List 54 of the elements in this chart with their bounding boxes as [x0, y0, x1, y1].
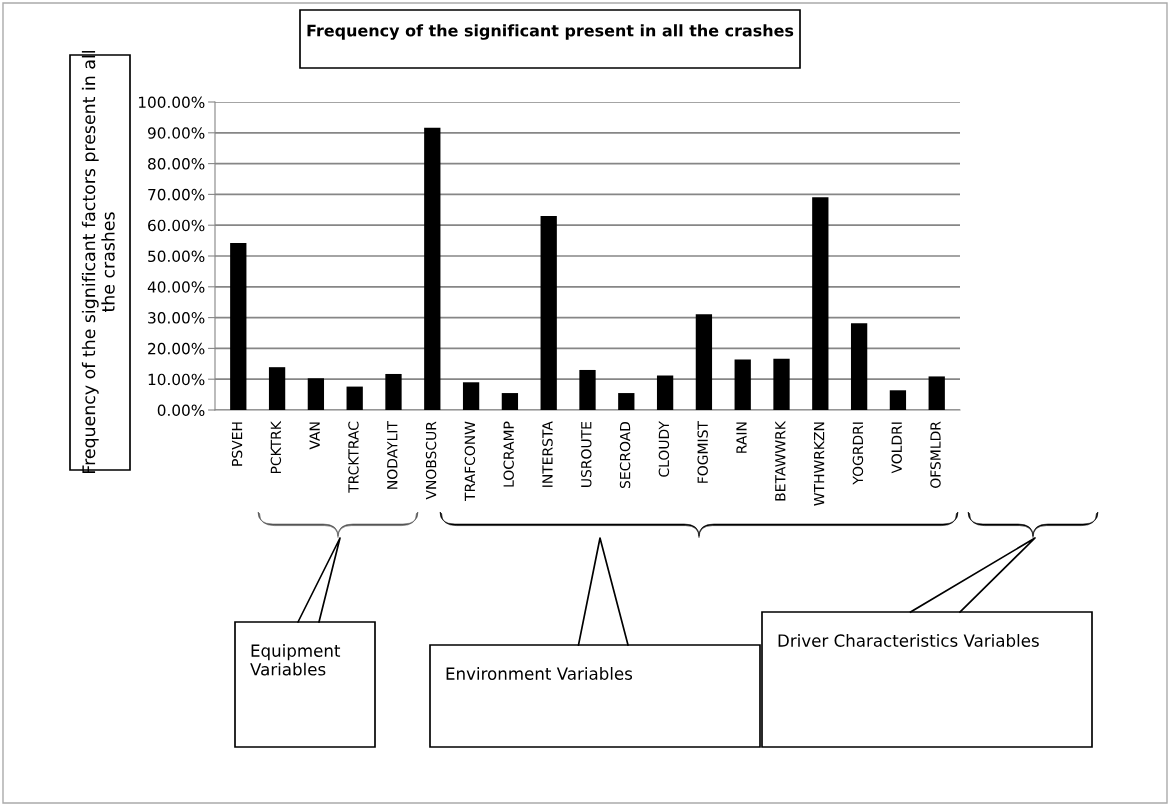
x-tick-label: NODAYLIT — [387, 421, 398, 489]
x-tick-label: TRCKTRAC — [348, 421, 359, 493]
y-tick-label: 30.00% — [148, 312, 205, 324]
bar — [656, 375, 674, 410]
x-tick-label: SECROAD — [619, 421, 631, 489]
x-tick-label: LOCRAMP — [503, 421, 514, 487]
bar — [540, 215, 557, 410]
bar — [462, 382, 480, 410]
bar — [734, 359, 751, 410]
x-tick-label: WTHWRKZN — [814, 422, 825, 506]
text: Driver Characteristics Variables — [778, 634, 1039, 647]
y-axis-title: Frequency of the significant factors present in all the crashes — [81, 51, 115, 473]
bar — [579, 369, 596, 410]
x-tick-label: RAIN — [736, 422, 747, 453]
chart-title: Frequency of the significant present in all the crashes — [307, 24, 794, 40]
x-tick-label: VOLDRI — [891, 422, 902, 474]
bar — [850, 323, 868, 410]
y-tick-label: 10.00% — [148, 373, 205, 386]
x-tick-label: BETAWWRK — [775, 420, 786, 501]
y-tick-label: 100.00% — [138, 96, 205, 109]
text: Equipment Variables — [250, 644, 341, 676]
bar — [346, 386, 363, 410]
y-tick-label: 50.00% — [148, 250, 205, 263]
bar — [501, 393, 519, 410]
bar — [889, 390, 907, 410]
y-tick-label: 0.00% — [157, 404, 205, 417]
x-tick-label: TRAFCONW — [464, 421, 476, 501]
x-tick-label: FOGMIST — [697, 421, 708, 483]
y-tick-label: 20.00% — [148, 342, 205, 355]
bar — [695, 314, 713, 410]
bar — [385, 373, 402, 410]
y-tick-label: 80.00% — [148, 158, 205, 170]
x-tick-label: INTERSTA — [542, 421, 553, 487]
x-tick-label: OFSMLDR — [930, 421, 941, 488]
bar — [424, 127, 441, 410]
y-tick-label: 90.00% — [147, 127, 205, 139]
x-tick-label: PSVEH — [231, 422, 243, 466]
y-tick-label: 40.00% — [147, 281, 205, 293]
x-tick-label: PCKTRK — [270, 420, 282, 474]
y-tick-label: 60.00% — [148, 219, 205, 232]
y-tick-label: 70.00% — [148, 188, 205, 201]
bar — [618, 393, 635, 410]
x-tick-label: YOGRDRI — [852, 422, 864, 485]
bar — [773, 358, 790, 410]
text: Environment Variables — [446, 667, 633, 680]
bar — [812, 197, 829, 410]
bar — [928, 376, 945, 410]
bar — [307, 378, 325, 410]
x-tick-label: USROUTE — [581, 422, 592, 487]
bar — [230, 243, 247, 410]
x-tick-label: VAN — [309, 422, 320, 450]
bar — [268, 367, 286, 410]
x-tick-label: CLOUDY — [658, 421, 670, 477]
x-tick-label: VNOBSCUR — [425, 421, 437, 500]
